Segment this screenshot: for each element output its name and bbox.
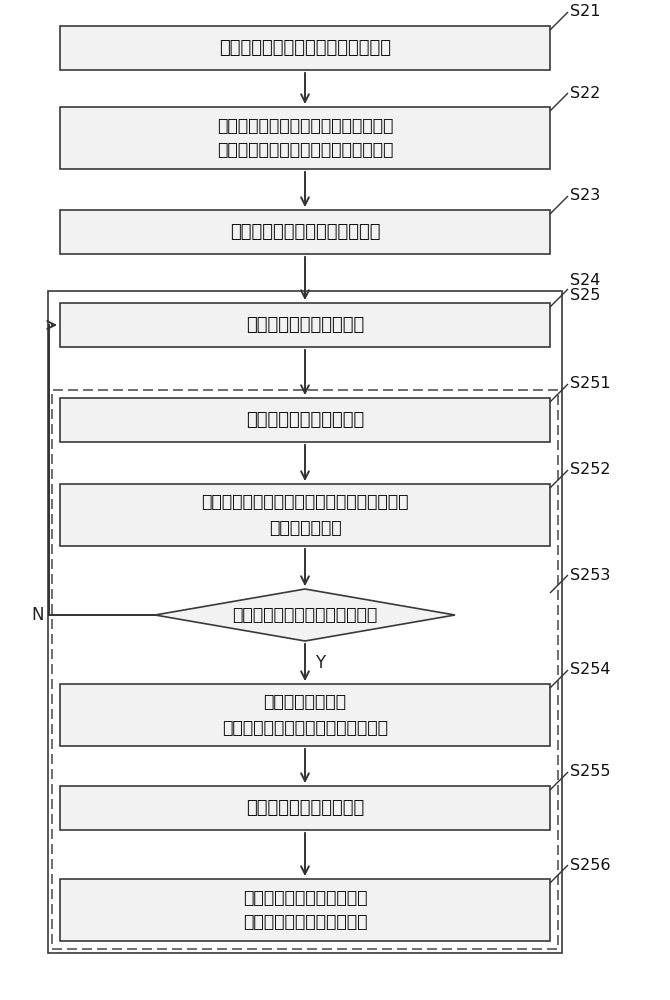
Text: S253: S253: [570, 568, 610, 582]
Bar: [60, 484, 550, 546]
Text: S255: S255: [570, 764, 610, 780]
Bar: [60, 398, 550, 442]
Text: S23: S23: [570, 188, 600, 204]
Text: S254: S254: [570, 662, 610, 678]
Text: 利用用户意图识别模型对自然语言问句
进行自然语言的理解，以确定用户意图: 利用用户意图识别模型对自然语言问句 进行自然语言的理解，以确定用户意图: [217, 116, 393, 159]
Text: S251: S251: [570, 376, 610, 391]
Bar: [60, 684, 550, 746]
Text: 获取用户反馈的答复信息: 获取用户反馈的答复信息: [246, 316, 364, 334]
Text: 获取用户反馈的时间文本: 获取用户反馈的时间文本: [246, 799, 364, 817]
Polygon shape: [155, 589, 455, 641]
Text: 向用户推送询问用户编码的消息: 向用户推送询问用户编码的消息: [230, 223, 381, 241]
Text: S256: S256: [570, 857, 610, 872]
Text: N: N: [31, 606, 44, 624]
Text: Y: Y: [315, 654, 325, 672]
Bar: [60, 210, 550, 254]
Text: 利用对话管理模型
确定向用户推送询问查询时间的消息: 利用对话管理模型 确定向用户推送询问查询时间的消息: [222, 694, 388, 736]
Bar: [48, 291, 562, 953]
Text: S252: S252: [570, 462, 610, 478]
Text: 获取与用户意图对应的自然语言问句: 获取与用户意图对应的自然语言问句: [219, 39, 391, 57]
Bar: [60, 879, 550, 941]
Bar: [60, 107, 550, 169]
Bar: [52, 390, 558, 949]
Text: 获取用户反馈的用户编码: 获取用户反馈的用户编码: [246, 411, 364, 429]
Text: 判断识别出的用户编码是否正确: 判断识别出的用户编码是否正确: [232, 606, 378, 624]
Bar: [60, 26, 550, 70]
Text: S25: S25: [570, 288, 600, 303]
Text: 利用用户编码识别模型对用户编码进行识别，
以得到用户编码: 利用用户编码识别模型对用户编码进行识别， 以得到用户编码: [201, 493, 409, 536]
Text: S22: S22: [570, 86, 600, 101]
Text: S24: S24: [570, 273, 600, 288]
Text: S21: S21: [570, 4, 600, 19]
Bar: [60, 303, 550, 347]
Text: 基于用户反馈的时间文本，
向用户推送电费查询的结果: 基于用户反馈的时间文本， 向用户推送电费查询的结果: [243, 888, 367, 932]
Bar: [60, 786, 550, 830]
